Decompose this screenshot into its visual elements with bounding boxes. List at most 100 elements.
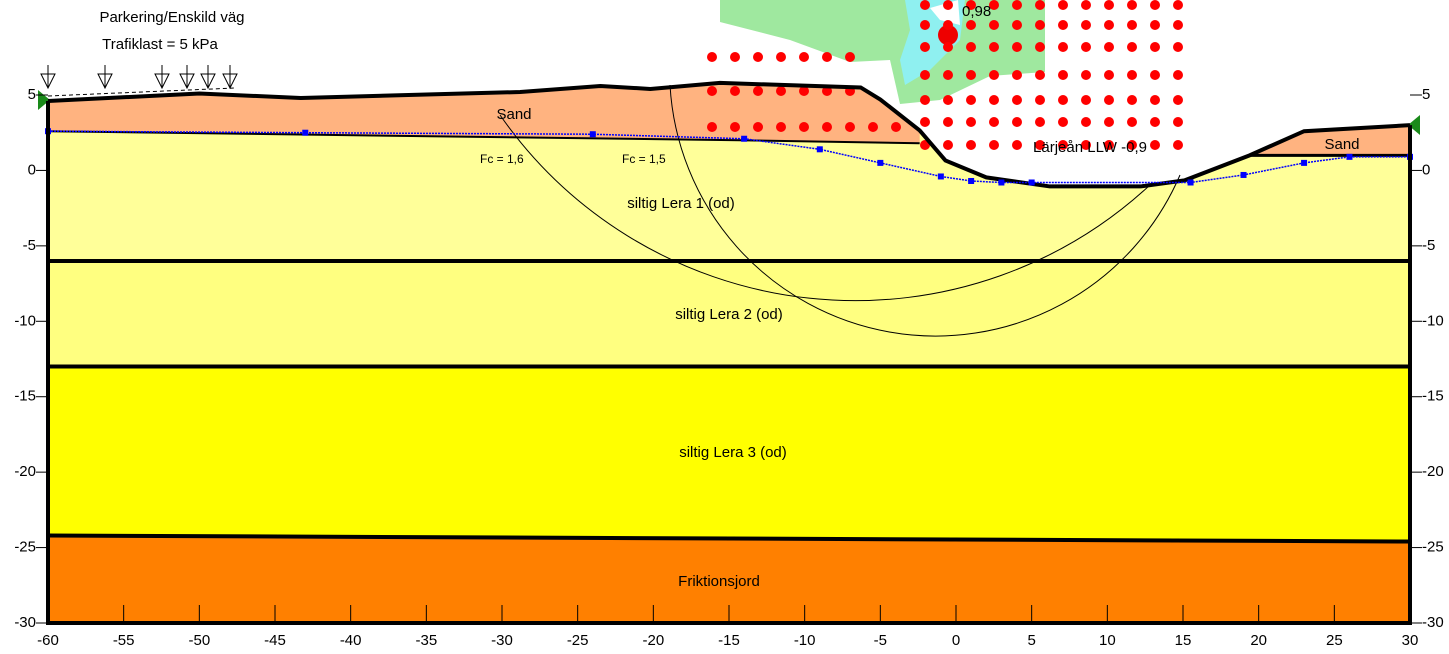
grid-center bbox=[730, 86, 740, 96]
grid-center bbox=[1058, 0, 1068, 10]
grid-center bbox=[1150, 70, 1160, 80]
y-tick-label: 0 bbox=[1422, 161, 1430, 178]
grid-center bbox=[1104, 70, 1114, 80]
grid-center bbox=[822, 52, 832, 62]
grid-center bbox=[707, 52, 717, 62]
grid-center bbox=[1058, 42, 1068, 52]
grid-center bbox=[1104, 117, 1114, 127]
grid-center bbox=[753, 52, 763, 62]
y-tick-label: -15 bbox=[14, 388, 36, 405]
layer-label: Sand bbox=[1324, 136, 1359, 153]
fc-label: Fc = 1,5 bbox=[622, 152, 666, 166]
y-tick-label: -25 bbox=[1422, 539, 1444, 556]
x-tick-label: 0 bbox=[952, 632, 960, 649]
load-title: Parkering/Enskild väg bbox=[99, 9, 244, 26]
x-tick-label: -45 bbox=[264, 632, 286, 649]
y-tick-label: -20 bbox=[14, 463, 36, 480]
grid-center bbox=[920, 20, 930, 30]
grid-center bbox=[966, 117, 976, 127]
grid-center bbox=[1104, 95, 1114, 105]
grid-center bbox=[730, 122, 740, 132]
grid-center bbox=[1127, 0, 1137, 10]
grid-center bbox=[943, 42, 953, 52]
grid-center bbox=[1150, 95, 1160, 105]
grid-center bbox=[1058, 95, 1068, 105]
grid-center bbox=[966, 70, 976, 80]
grid-center bbox=[920, 117, 930, 127]
x-tick-label: -15 bbox=[718, 632, 740, 649]
grid-center bbox=[891, 122, 901, 132]
grid-center bbox=[1173, 95, 1183, 105]
grid-center bbox=[943, 95, 953, 105]
water-point bbox=[302, 130, 308, 136]
grid-center bbox=[1150, 140, 1160, 150]
grid-center bbox=[1081, 70, 1091, 80]
grid-center bbox=[1035, 95, 1045, 105]
grid-center bbox=[1012, 0, 1022, 10]
grid-center bbox=[845, 52, 855, 62]
y-tick-label: 0 bbox=[28, 161, 36, 178]
x-tick-label: 20 bbox=[1250, 632, 1267, 649]
grid-center bbox=[1173, 20, 1183, 30]
x-tick-label: -20 bbox=[642, 632, 664, 649]
grid-center bbox=[1035, 42, 1045, 52]
grid-center bbox=[1150, 0, 1160, 10]
grid-center bbox=[730, 52, 740, 62]
grid-center bbox=[707, 86, 717, 96]
y-tick-label: -30 bbox=[14, 614, 36, 631]
grid-center bbox=[943, 0, 953, 10]
water-point bbox=[1188, 179, 1194, 185]
layer-label: siltig Lera 2 (od) bbox=[675, 306, 783, 323]
grid-center bbox=[989, 20, 999, 30]
x-tick-label: 30 bbox=[1402, 632, 1419, 649]
water-point bbox=[968, 178, 974, 184]
grid-center bbox=[753, 86, 763, 96]
x-tick-label: 5 bbox=[1027, 632, 1035, 649]
water-point bbox=[1301, 160, 1307, 166]
grid-center bbox=[776, 52, 786, 62]
water-point bbox=[590, 131, 596, 137]
grid-center bbox=[1035, 117, 1045, 127]
grid-center bbox=[776, 86, 786, 96]
water-point bbox=[938, 173, 944, 179]
grid-center bbox=[1104, 42, 1114, 52]
y-tick-label: -25 bbox=[14, 539, 36, 556]
grid-center bbox=[1012, 70, 1022, 80]
y-tick-label: -20 bbox=[1422, 463, 1444, 480]
y-tick-label: -10 bbox=[1422, 312, 1444, 329]
grid-center bbox=[966, 95, 976, 105]
x-tick-label: -60 bbox=[37, 632, 59, 649]
layer-label: Friktionsjord bbox=[678, 573, 760, 590]
grid-center bbox=[1150, 42, 1160, 52]
x-tick-label: 25 bbox=[1326, 632, 1343, 649]
water-point bbox=[817, 146, 823, 152]
y-tick-label: 5 bbox=[28, 86, 36, 103]
grid-center bbox=[868, 122, 878, 132]
grid-center bbox=[1127, 20, 1137, 30]
grid-center bbox=[799, 122, 809, 132]
grid-center bbox=[943, 70, 953, 80]
grid-center bbox=[943, 117, 953, 127]
grid-center bbox=[1081, 0, 1091, 10]
grid-center bbox=[1173, 140, 1183, 150]
grid-center bbox=[707, 122, 717, 132]
y-tick-label: -15 bbox=[1422, 388, 1444, 405]
grid-center bbox=[1035, 70, 1045, 80]
grid-center bbox=[1012, 95, 1022, 105]
grid-center bbox=[1058, 70, 1068, 80]
water-point bbox=[877, 160, 883, 166]
grid-center bbox=[1058, 117, 1068, 127]
grid-center bbox=[845, 122, 855, 132]
grid-center bbox=[989, 117, 999, 127]
min-factor: 0,98 bbox=[962, 3, 991, 20]
grid-center bbox=[1012, 117, 1022, 127]
grid-center bbox=[1081, 42, 1091, 52]
grid-center bbox=[989, 95, 999, 105]
grid-center bbox=[1104, 20, 1114, 30]
water-label: Lärjeån LLW -0,9 bbox=[1033, 139, 1147, 156]
y-tick-label: -5 bbox=[1422, 237, 1435, 254]
x-tick-label: 10 bbox=[1099, 632, 1116, 649]
grid-center bbox=[989, 140, 999, 150]
grid-center bbox=[1173, 70, 1183, 80]
grid-center bbox=[1012, 20, 1022, 30]
